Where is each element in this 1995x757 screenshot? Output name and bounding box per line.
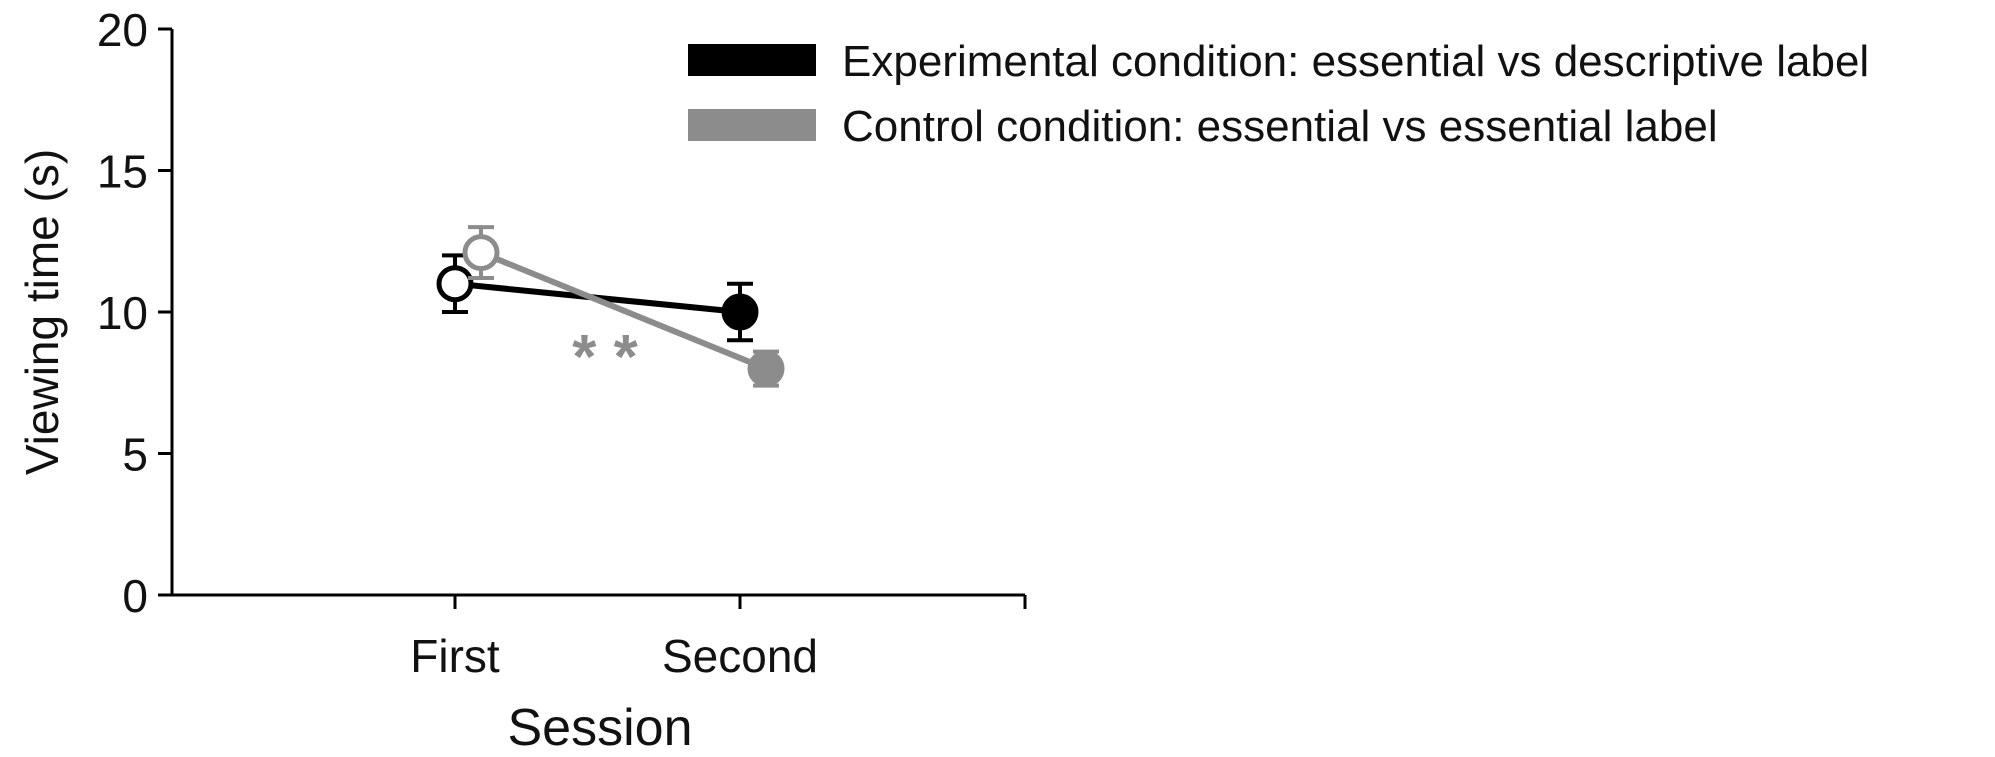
series-marks: * * [436,225,785,392]
data-point [721,293,759,331]
legend-label: Experimental condition: essential vs des… [842,37,1869,86]
legend-swatch [688,109,816,141]
y-tick-label: 20 [97,4,148,56]
axes: 0 5 10 15 20 First Second [97,4,1027,682]
series-2 [462,225,785,388]
y-tick-label: 0 [122,570,148,622]
significance-annotation: * * [572,323,638,392]
legend: Experimental condition: essential vs des… [688,37,1869,151]
series-line [479,249,768,372]
x-tick-label: Second [662,630,818,682]
data-point [462,234,500,272]
y-tick-label: 5 [122,429,148,481]
y-axis-label: Viewing time (s) [16,149,68,475]
x-tick-label: First [410,630,500,682]
y-tick-label: 15 [97,146,148,198]
data-point [747,350,785,388]
legend-swatch [688,44,816,76]
y-tick-label: 10 [97,287,148,339]
x-axis-label: Session [508,699,693,757]
legend-label: Control condition: essential vs essentia… [842,102,1718,151]
data-point [436,265,474,303]
